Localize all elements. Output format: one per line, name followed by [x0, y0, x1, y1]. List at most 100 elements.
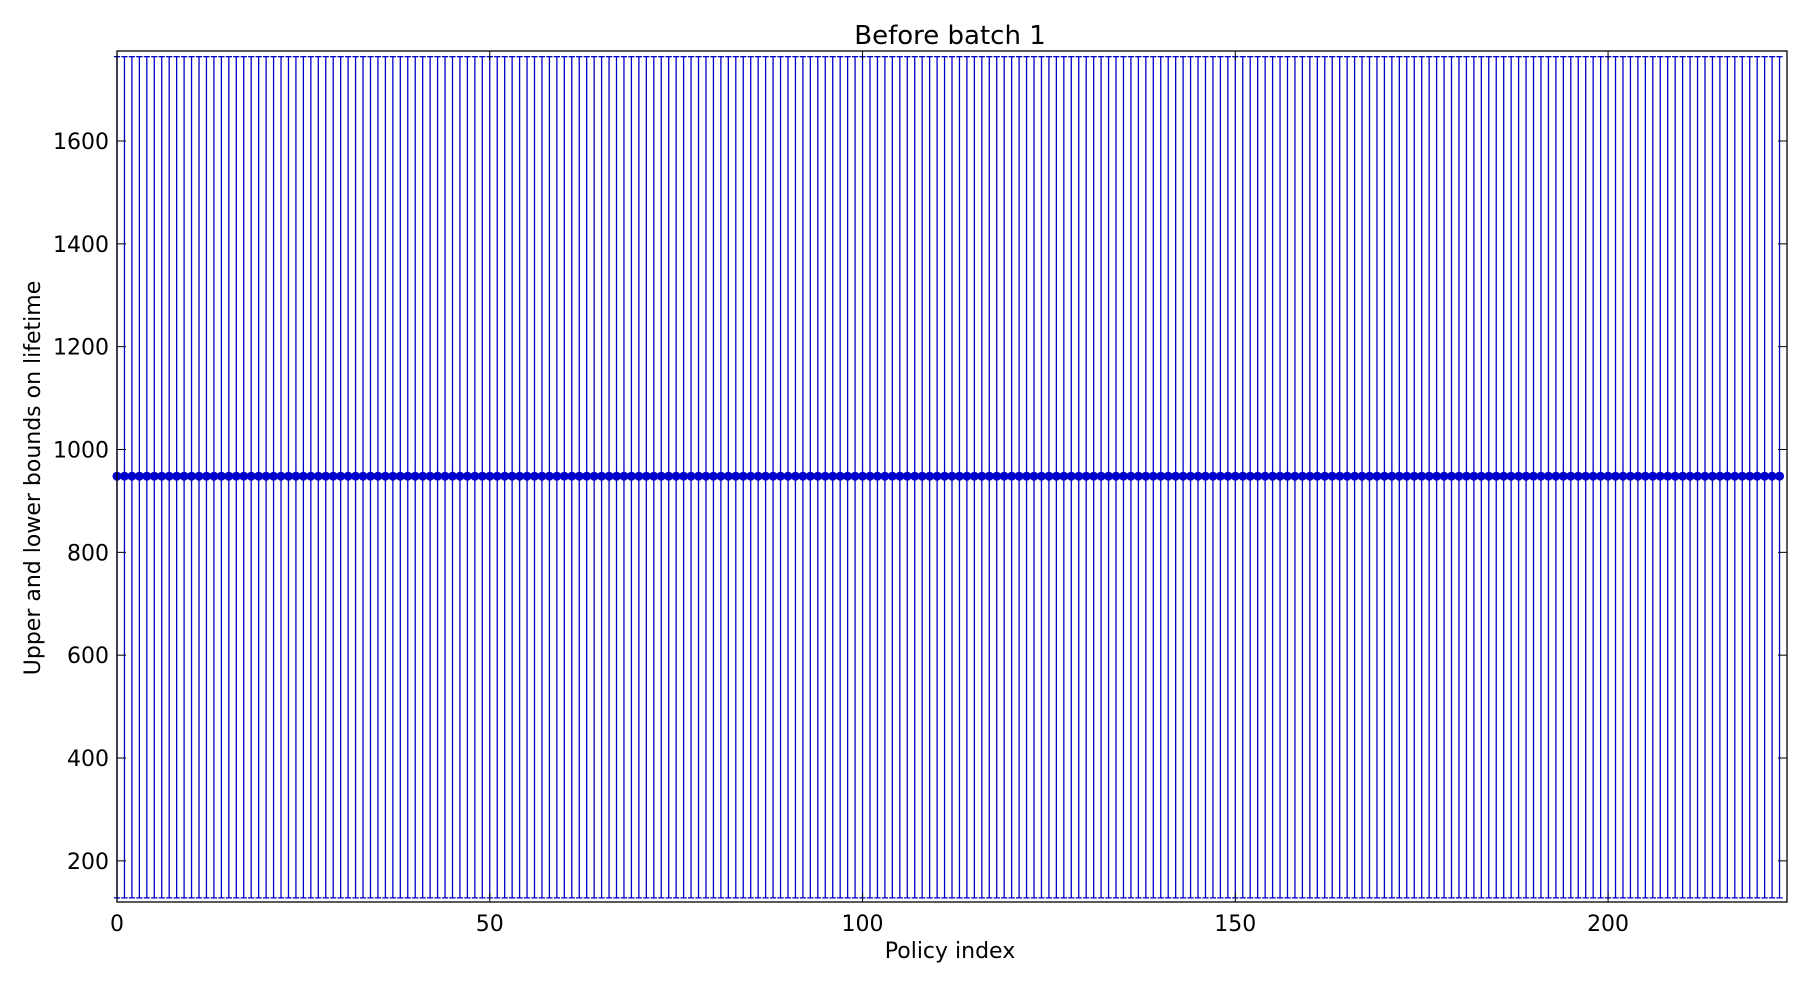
- data-point: [753, 471, 763, 481]
- data-point: [768, 471, 778, 481]
- data-point: [1007, 471, 1017, 481]
- data-point: [783, 471, 793, 481]
- data-point: [544, 471, 554, 481]
- data-point: [1700, 471, 1710, 481]
- data-point: [1432, 471, 1442, 481]
- data-point: [1543, 471, 1553, 481]
- data-point: [179, 471, 189, 481]
- data-point: [1104, 471, 1114, 481]
- data-point: [351, 471, 361, 481]
- data-point: [917, 471, 927, 481]
- data-point: [1603, 471, 1613, 481]
- data-point: [529, 471, 539, 481]
- data-point: [1618, 471, 1628, 481]
- data-point: [1484, 471, 1494, 481]
- data-point: [1223, 471, 1233, 481]
- data-point: [1625, 471, 1635, 481]
- data-point: [686, 471, 696, 481]
- data-point: [507, 471, 517, 481]
- data-point: [216, 471, 226, 481]
- data-point: [1693, 471, 1703, 481]
- data-point: [880, 471, 890, 481]
- data-point: [776, 471, 786, 481]
- data-point: [1275, 471, 1285, 481]
- data-point: [1178, 471, 1188, 481]
- data-point: [708, 471, 718, 481]
- data-point: [1312, 471, 1322, 481]
- data-point: [992, 471, 1002, 481]
- data-point: [1767, 471, 1777, 481]
- data-point: [1551, 471, 1561, 481]
- data-point: [828, 471, 838, 481]
- data-point: [321, 471, 331, 481]
- data-point: [515, 471, 525, 481]
- data-point: [1514, 471, 1524, 481]
- data-point: [738, 471, 748, 481]
- data-point: [1305, 471, 1315, 481]
- data-point: [552, 471, 562, 481]
- data-point: [395, 471, 405, 481]
- data-point: [418, 471, 428, 481]
- data-point: [634, 471, 644, 481]
- data-point: [291, 471, 301, 481]
- data-point: [1327, 471, 1337, 481]
- y-tick-label: 1400: [53, 233, 109, 258]
- data-point: [731, 471, 741, 481]
- y-tick-label: 1000: [53, 439, 109, 464]
- data-point: [1633, 471, 1643, 481]
- data-point: [462, 471, 472, 481]
- data-point: [1722, 471, 1732, 481]
- plot-area: 0 50 100 150 200 200 400 600 800 1000 1200 1400 1600: [53, 50, 1788, 937]
- data-point: [1230, 471, 1240, 481]
- data-point: [365, 471, 375, 481]
- data-point: [500, 471, 510, 481]
- data-point: [887, 471, 897, 481]
- data-point: [1476, 471, 1486, 481]
- data-point: [127, 471, 137, 481]
- data-point: [1200, 471, 1210, 481]
- data-point: [798, 471, 808, 481]
- data-point: [1081, 471, 1091, 481]
- data-point: [1588, 471, 1598, 481]
- data-point: [1044, 471, 1054, 481]
- data-point: [947, 471, 957, 481]
- data-point: [1454, 471, 1464, 481]
- data-point: [283, 471, 293, 481]
- data-point: [1089, 471, 1099, 481]
- data-point: [201, 471, 211, 481]
- data-point: [649, 471, 659, 481]
- data-point: [477, 471, 487, 481]
- data-point: [1036, 471, 1046, 481]
- x-axis-label: Policy index: [885, 939, 1015, 964]
- data-point: [1193, 471, 1203, 481]
- data-point: [1424, 471, 1434, 481]
- data-point: [850, 471, 860, 481]
- data-point: [298, 471, 308, 481]
- data-point: [969, 471, 979, 481]
- data-point: [910, 471, 920, 481]
- data-point: [1469, 471, 1479, 481]
- data-point: [172, 471, 182, 481]
- data-point: [403, 471, 413, 481]
- data-point: [246, 471, 256, 481]
- data-point: [1029, 471, 1039, 481]
- data-point: [343, 471, 353, 481]
- data-point: [410, 471, 420, 481]
- data-point: [336, 471, 346, 481]
- data-point: [388, 471, 398, 481]
- data-point: [1133, 471, 1143, 481]
- data-point: [1730, 471, 1740, 481]
- data-point: [761, 471, 771, 481]
- data-point: [925, 471, 935, 481]
- data-point: [1678, 471, 1688, 481]
- data-point: [612, 471, 622, 481]
- data-point: [537, 471, 547, 481]
- data-point: [1260, 471, 1270, 481]
- data-point: [1163, 471, 1173, 481]
- data-point: [701, 471, 711, 481]
- data-point: [455, 471, 465, 481]
- data-point: [1357, 471, 1367, 481]
- data-point: [656, 471, 666, 481]
- data-point: [1417, 471, 1427, 481]
